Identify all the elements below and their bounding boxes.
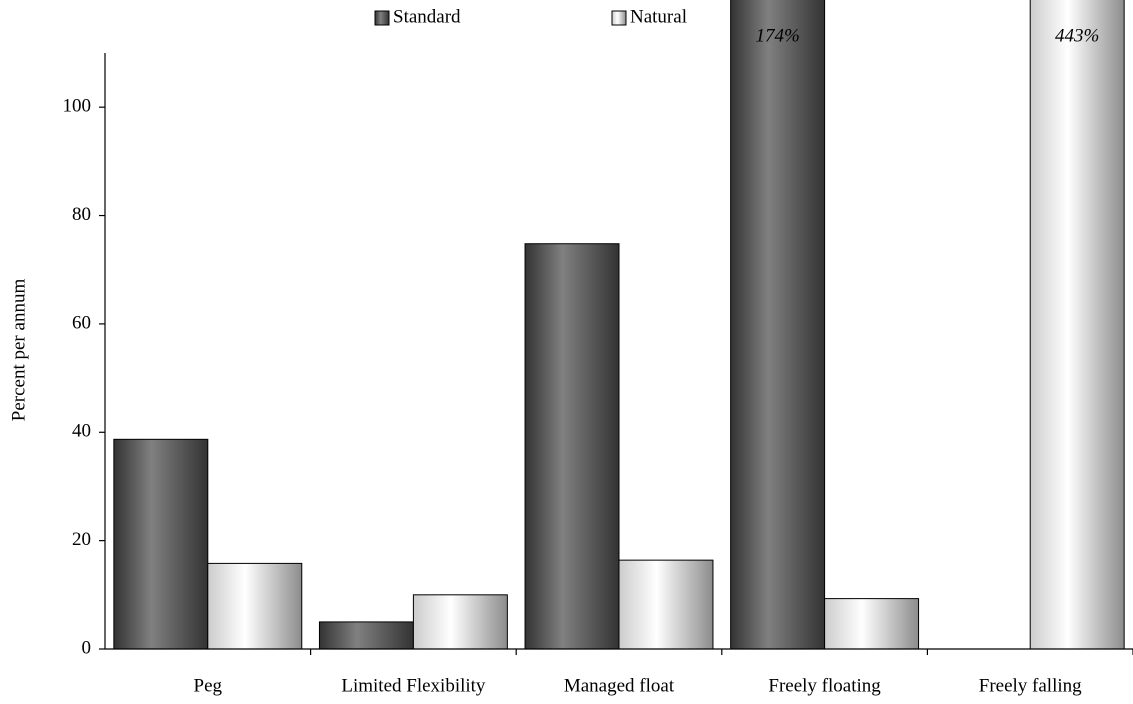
bar	[730, 0, 826, 650]
y-axis-label: Percent per annum	[8, 279, 29, 422]
bar	[618, 559, 714, 650]
bar	[318, 621, 414, 650]
y-tick-label: 0	[82, 637, 92, 658]
legend-label: Standard	[393, 6, 461, 27]
x-tick-label: Freely floating	[768, 675, 881, 696]
legend-label: Natural	[630, 6, 687, 27]
value-label: 443%	[1055, 25, 1099, 46]
x-tick-label: Peg	[194, 675, 223, 696]
y-tick-label: 80	[72, 204, 91, 225]
x-tick-label: Managed float	[564, 675, 675, 696]
bar	[1029, 0, 1125, 650]
y-tick-label: 40	[72, 421, 91, 442]
bar	[824, 598, 920, 650]
y-tick-label: 100	[63, 96, 92, 117]
value-label: 174%	[755, 25, 799, 46]
x-tick-label: Freely falling	[979, 675, 1082, 696]
bar	[207, 562, 303, 650]
bar	[412, 594, 508, 650]
bar	[524, 243, 620, 650]
plot-area	[113, 0, 1125, 650]
legend-swatch	[374, 10, 390, 26]
legend-swatch	[611, 10, 627, 26]
x-tick-label: Limited Flexibility	[341, 675, 486, 696]
bar	[113, 438, 209, 650]
y-tick-label: 60	[72, 312, 91, 333]
y-tick-label: 20	[72, 529, 91, 550]
